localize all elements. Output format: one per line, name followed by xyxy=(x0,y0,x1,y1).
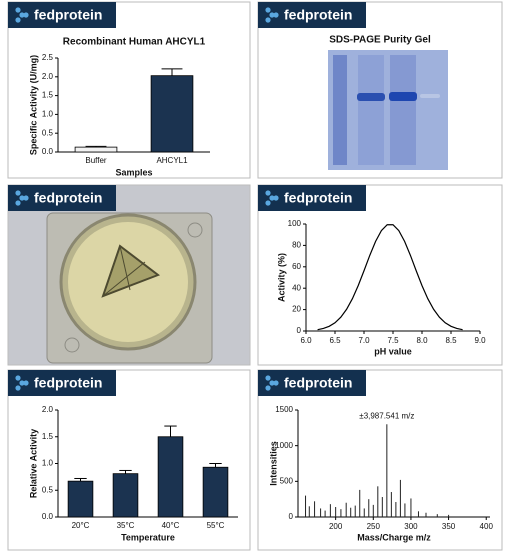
brand-icon xyxy=(19,12,25,18)
y-tick-label: 500 xyxy=(280,476,294,485)
x-axis-label: Samples xyxy=(115,167,152,177)
brand-icon xyxy=(15,385,21,391)
y-tick-label: 0.5 xyxy=(42,128,54,137)
brand-icon xyxy=(19,195,25,201)
y-tick-label: 1.0 xyxy=(42,110,54,119)
brand-icon xyxy=(15,200,21,206)
y-axis-label: Intensities xyxy=(268,441,278,486)
x-tick-label: 6.5 xyxy=(329,336,341,345)
x-axis-label: Mass/Charge m/z xyxy=(357,532,431,542)
y-tick-label: 1.5 xyxy=(42,91,54,100)
brand-icon xyxy=(15,7,21,13)
x-axis-label: Temperature xyxy=(121,532,175,542)
bar xyxy=(67,480,94,518)
brand-icon xyxy=(273,195,279,201)
brand-icon xyxy=(273,12,279,18)
y-tick-label: 1.0 xyxy=(42,459,54,468)
y-tick-label: 60 xyxy=(292,262,301,271)
brand-name: fedprotein xyxy=(284,190,352,206)
x-tick-label: 350 xyxy=(442,522,456,531)
x-tick-label: 35°C xyxy=(117,521,135,530)
y-tick-label: 2.5 xyxy=(42,53,54,62)
bar xyxy=(202,466,229,518)
brand-icon xyxy=(15,17,21,23)
bar xyxy=(157,436,184,518)
y-tick-label: 20 xyxy=(292,305,301,314)
brand-icon xyxy=(265,385,271,391)
brand-icon xyxy=(265,375,271,381)
brand-icon xyxy=(273,380,279,386)
y-tick-label: 2.0 xyxy=(42,72,54,81)
brand-icon xyxy=(269,380,275,386)
bar xyxy=(112,473,139,518)
x-tick-label: 400 xyxy=(480,522,494,531)
annotation: ±3,987.541 m/z xyxy=(359,411,414,420)
brand-name: fedprotein xyxy=(284,7,352,23)
y-tick-label: 0.0 xyxy=(42,512,54,521)
y-axis-label: Relative Activity xyxy=(28,429,38,498)
x-tick-label: 6.0 xyxy=(300,336,312,345)
gel-title: SDS-PAGE Purity Gel xyxy=(329,35,431,46)
y-tick-label: 40 xyxy=(292,283,301,292)
brand-name: fedprotein xyxy=(34,375,102,391)
y-tick-label: 80 xyxy=(292,241,301,250)
brand-name: fedprotein xyxy=(34,7,102,23)
brand-icon xyxy=(269,12,275,18)
chart-title: Recombinant Human AHCYL1 xyxy=(63,37,206,48)
x-tick-label: 8.0 xyxy=(416,336,428,345)
x-tick-label: 200 xyxy=(329,522,343,531)
brand-icon xyxy=(265,190,271,196)
brand-icon xyxy=(265,200,271,206)
y-tick-label: 0 xyxy=(297,326,302,335)
y-axis-label: Activity (%) xyxy=(276,253,286,302)
x-tick-label: 8.5 xyxy=(445,336,457,345)
panel xyxy=(257,369,503,551)
brand-icon xyxy=(265,17,271,23)
x-tick-label: 9.0 xyxy=(474,336,486,345)
x-tick-label: 40°C xyxy=(162,521,180,530)
x-axis-label: pH value xyxy=(374,346,412,356)
x-tick-label: 55°C xyxy=(207,521,225,530)
brand-icon xyxy=(23,12,29,18)
y-tick-label: 2.0 xyxy=(42,405,54,414)
y-tick-label: 0 xyxy=(289,512,294,521)
y-axis-label: Specific Activity (U/mg) xyxy=(28,55,38,155)
petri-photo xyxy=(9,186,249,364)
brand-icon xyxy=(23,380,29,386)
panel xyxy=(257,184,503,366)
x-tick-label: AHCYL1 xyxy=(156,156,188,165)
brand-name: fedprotein xyxy=(284,375,352,391)
line xyxy=(317,224,463,331)
x-tick-label: 20°C xyxy=(72,521,90,530)
gel-image xyxy=(328,50,448,170)
x-tick-label: 250 xyxy=(367,522,381,531)
bar xyxy=(74,146,118,153)
x-tick-label: 300 xyxy=(404,522,418,531)
y-tick-label: 1000 xyxy=(275,441,293,450)
x-tick-label: 7.0 xyxy=(358,336,370,345)
panel xyxy=(7,1,251,179)
y-tick-label: 1.5 xyxy=(42,432,54,441)
brand-icon xyxy=(15,375,21,381)
panel xyxy=(7,369,251,551)
y-tick-label: 1500 xyxy=(275,405,293,414)
brand-name: fedprotein xyxy=(34,190,102,206)
brand-icon xyxy=(265,7,271,13)
x-tick-label: Buffer xyxy=(85,156,107,165)
y-tick-label: 0.0 xyxy=(42,147,54,156)
y-tick-label: 100 xyxy=(288,219,302,228)
brand-icon xyxy=(15,190,21,196)
brand-icon xyxy=(23,195,29,201)
bar xyxy=(150,75,194,153)
y-tick-label: 0.5 xyxy=(42,485,54,494)
brand-icon xyxy=(269,195,275,201)
brand-icon xyxy=(19,380,25,386)
x-tick-label: 7.5 xyxy=(387,336,399,345)
